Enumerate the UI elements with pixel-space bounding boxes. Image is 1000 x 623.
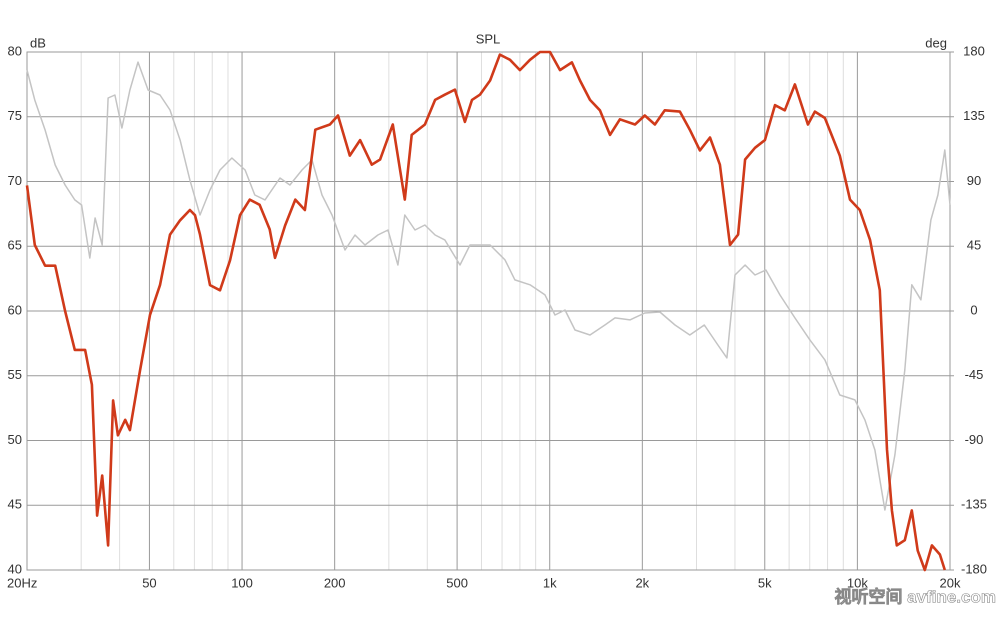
y2-tick-label: -180 [961,561,987,576]
x-tick-label: 500 [446,575,468,590]
x-tick-label: 20Hz [7,575,37,590]
y2-tick-label: 135 [963,108,985,123]
y2-tick-label: -45 [965,367,984,382]
y2-axis-label: deg [925,35,947,50]
x-tick-label: 100 [231,575,253,590]
y2-tick-label: 45 [967,238,981,253]
y-tick-label: 70 [8,173,22,188]
chart-title: SPL [476,31,501,46]
x-tick-label: 5k [758,575,772,590]
y2-tick-label: -90 [965,432,984,447]
y-tick-label: 60 [8,302,22,317]
y-tick-label: 45 [8,497,22,512]
x-tick-label: 1k [543,575,557,590]
x-tick-label: 50 [142,575,156,590]
x-tick-label: 2k [635,575,649,590]
y2-tick-label: -135 [961,497,987,512]
y2-tick-label: 0 [970,302,977,317]
x-tick-label: 200 [324,575,346,590]
phase-line [26,61,951,511]
y-tick-label: 50 [8,432,22,447]
watermark: 视听空间 avfine.com [834,586,996,606]
plot-frame [26,51,951,571]
y-tick-label: 40 [8,561,22,576]
y-tick-label: 75 [8,108,22,123]
y-tick-label: 80 [8,43,22,58]
y-axis-label: dB [30,35,46,50]
x-tick-label: 20k [940,575,961,590]
y-tick-label: 55 [8,367,22,382]
x-tick-label: 10k [847,575,868,590]
y2-tick-label: 90 [967,173,981,188]
spl-line [25,50,947,572]
y-tick-label: 65 [8,238,22,253]
y2-tick-label: 180 [963,43,985,58]
